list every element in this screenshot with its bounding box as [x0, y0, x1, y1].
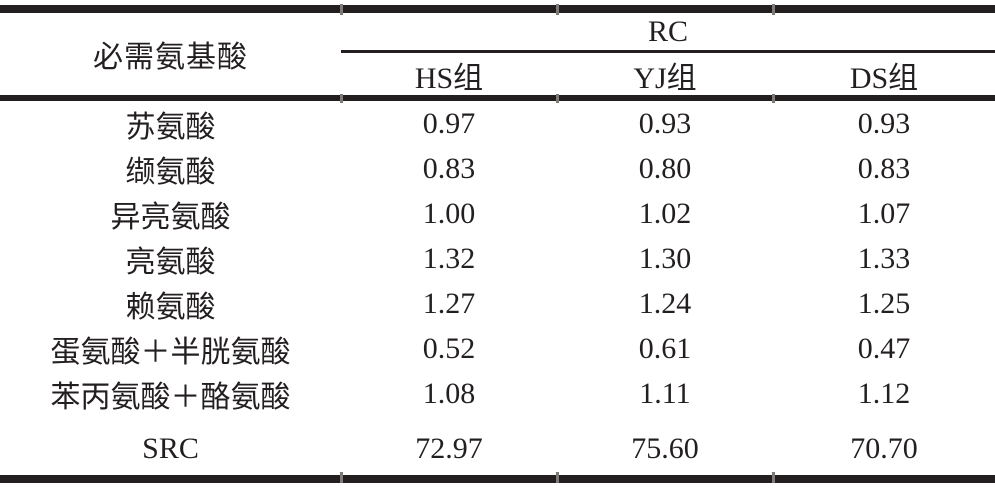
row-label: 亮氨酸 [125, 245, 216, 279]
col-header-ds: DS组 [849, 62, 919, 95]
column-boundary-tick [340, 472, 343, 483]
group-column-headers: HS组 YJ组 DS组 [341, 53, 995, 95]
table-cell: 72.97 [415, 431, 483, 465]
row-label: 苏氨酸 [125, 110, 216, 144]
col-header-hs: HS组 [414, 62, 484, 95]
table-cell: 1.11 [639, 376, 691, 410]
row-label: 蛋氨酸＋半胱氨酸 [50, 335, 291, 369]
col-header-yj: YJ组 [633, 62, 697, 95]
table-row: 苏氨酸 0.97 0.93 0.93 [0, 101, 995, 146]
table-cell: 0.80 [638, 151, 692, 185]
row-label: 苯丙氨酸＋酪氨酸 [50, 380, 291, 414]
table-cell: 1.00 [422, 196, 476, 230]
table-cell: 0.93 [857, 106, 911, 140]
header-body-rule [0, 95, 995, 101]
table-row: 缬氨酸 0.83 0.80 0.83 [0, 146, 995, 191]
bottom-rule [0, 475, 995, 483]
table-row: 赖氨酸 1.27 1.24 1.25 [0, 281, 995, 326]
table-row: 蛋氨酸＋半胱氨酸 0.52 0.61 0.47 [0, 326, 995, 371]
table-cell: 0.61 [638, 331, 692, 365]
table-cell: 1.32 [422, 241, 476, 275]
table-cell: 0.52 [422, 331, 476, 365]
table-cell: 70.70 [850, 431, 918, 465]
table-cell: 0.93 [638, 106, 692, 140]
table-row: 亮氨酸 1.32 1.30 1.33 [0, 236, 995, 281]
table-cell: 1.25 [857, 286, 911, 320]
top-rule [0, 5, 995, 13]
table-cell: 1.08 [422, 376, 476, 410]
table-cell: 1.12 [857, 376, 911, 410]
column-boundary-tick [772, 472, 775, 483]
column-boundary-tick [772, 94, 775, 103]
column-boundary-tick [556, 4, 559, 15]
row-label: 异亮氨酸 [110, 200, 231, 234]
column-boundary-tick [772, 4, 775, 15]
table-cell: 1.27 [422, 286, 476, 320]
table-row: 异亮氨酸 1.00 1.02 1.07 [0, 191, 995, 236]
table-cell: 1.33 [857, 241, 911, 275]
src-summary-row: SRC 72.97 75.60 70.70 [0, 416, 995, 475]
column-boundary-tick [556, 94, 559, 103]
column-boundary-tick [556, 472, 559, 483]
row-label-column-header: 必需氨基酸 [93, 41, 248, 74]
amino-acid-rc-table: 必需氨基酸 RC HS组 YJ组 DS组 苏氨酸 0.97 0.93 0.93 … [0, 5, 995, 483]
rc-group-block: RC HS组 YJ组 DS组 [341, 13, 995, 95]
table-cell: 0.83 [857, 151, 911, 185]
table-header: 必需氨基酸 RC HS组 YJ组 DS组 [0, 13, 995, 95]
table-cell: 1.02 [638, 196, 692, 230]
table-cell: 1.07 [857, 196, 911, 230]
table-row: 苯丙氨酸＋酪氨酸 1.08 1.11 1.12 [0, 371, 995, 416]
table-cell: 0.97 [422, 106, 476, 140]
table-cell: 1.30 [638, 241, 692, 275]
column-boundary-tick [340, 4, 343, 15]
table-cell: 75.60 [631, 431, 699, 465]
column-boundary-tick [340, 94, 343, 103]
row-label: 缬氨酸 [125, 155, 216, 189]
table-cell: 0.83 [422, 151, 476, 185]
table-cell: 1.24 [638, 286, 692, 320]
row-label: 赖氨酸 [125, 290, 216, 324]
row-label: SRC [142, 431, 199, 465]
table-cell: 0.47 [857, 331, 911, 365]
group-header-rc: RC [341, 13, 995, 53]
